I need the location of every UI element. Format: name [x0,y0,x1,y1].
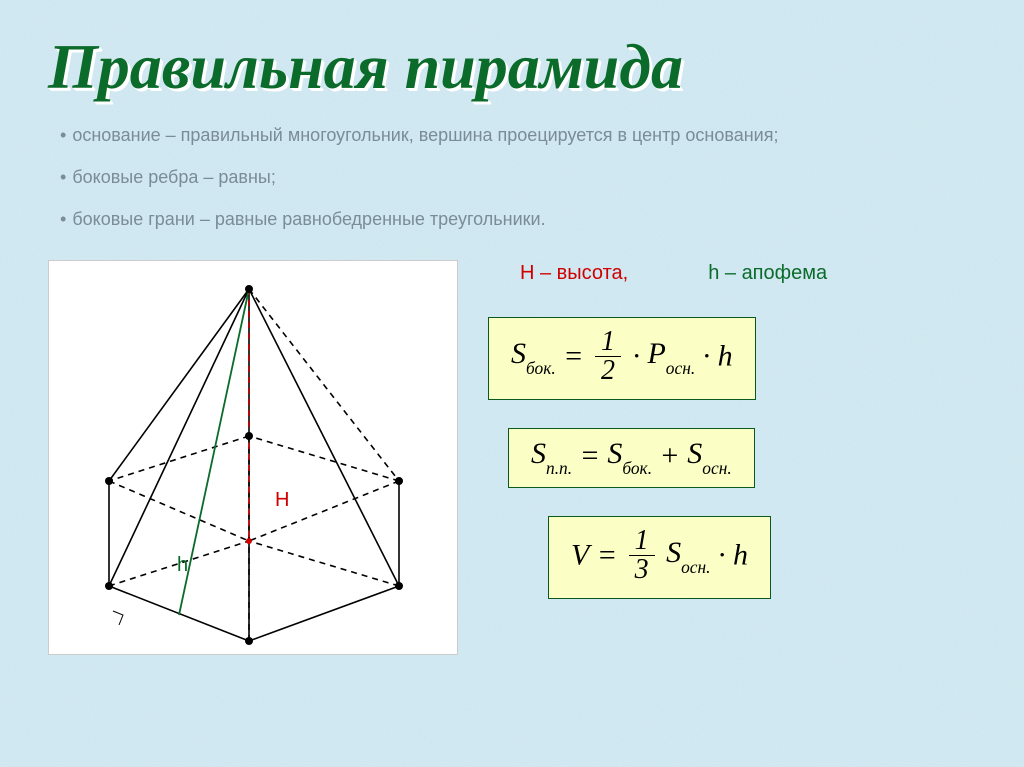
pyramid-svg [49,261,459,656]
page-title: Правильная пирамида [0,0,1024,122]
bullet-text: боковые ребра – равны; [72,167,276,187]
bullet-text: основание – правильный многоугольник, ве… [72,125,778,145]
formula-volume: V = 13 Sосн. · h [548,516,771,599]
formulas-column: H – высота, h – апофема Sбок. = 12 · Pос… [488,260,984,617]
right-angle-icon [113,611,123,625]
bullet-list: •основание – правильный многоугольник, в… [0,122,1024,234]
formula-lateral-area: Sбок. = 12 · Pосн. · h [488,317,756,400]
pyramid-diagram: H h [48,260,458,655]
bullet-item: •боковые ребра – равны; [60,164,964,192]
legend-h: h – апофема [708,262,827,285]
diagram-h-label: h [177,554,188,577]
legend-row: H – высота, h – апофема [488,262,984,285]
formula-total-area: Sп.п. = Sбок. + Sосн. [508,428,755,488]
diagram-H-label: H [275,489,289,512]
bullet-text: боковые грани – равные равнобедренные тр… [72,209,545,229]
bullet-item: •боковые грани – равные равнобедренные т… [60,206,964,234]
bullet-item: •основание – правильный многоугольник, в… [60,122,964,150]
legend-H: H – высота, [520,262,628,285]
vertex-dots [105,285,403,645]
